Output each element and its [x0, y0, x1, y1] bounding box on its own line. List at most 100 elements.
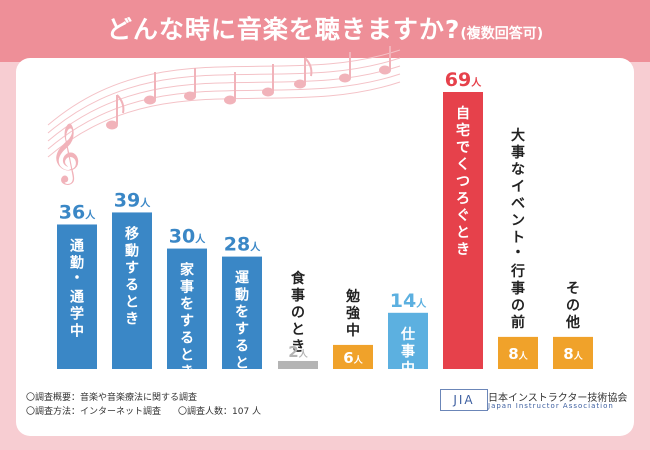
org-name-ja: 日本インストラクター技術協会 [488, 393, 628, 404]
bar-label-4: 運 [235, 271, 250, 287]
value-unit-1: 人 [85, 208, 96, 221]
bar-label-7: 仕 [400, 326, 415, 343]
bar-label-9: な [511, 162, 525, 178]
bar-9 [498, 336, 538, 369]
survey-overview-note: 〇調査概要：音楽や音楽療法に関する調査 [26, 393, 198, 403]
bar-label-9: 前 [511, 314, 525, 331]
value-unit-7: 人 [416, 297, 427, 310]
bar-label-4: る [235, 339, 249, 355]
value-unit-10: 人 [573, 350, 584, 362]
bar-label-9: ベ [511, 196, 525, 212]
bar-label-2: 動 [125, 242, 139, 259]
value-unit-5: 人 [298, 348, 309, 360]
value-unit-4: 人 [250, 241, 261, 254]
value-unit-2: 人 [140, 196, 151, 209]
bar-3 [167, 248, 207, 369]
jia-logo: JIA [440, 389, 488, 411]
bar-label-4: き [235, 373, 249, 389]
bar-label-3: を [180, 297, 194, 313]
bar-label-9: の [511, 298, 525, 314]
bar-label-2: き [125, 311, 139, 327]
bar-label-1: 学 [70, 305, 84, 322]
bar-2 [112, 212, 152, 369]
bar-label-2: る [125, 277, 139, 293]
bar-label-9: ・ [511, 245, 525, 261]
bar-1 [57, 224, 97, 369]
bar-label-8: で [456, 140, 470, 156]
page-title: どんな時に音楽を聴きますか?(複数回答可) [0, 10, 650, 46]
bar-label-10: の [566, 298, 580, 314]
bar-label-9: 大 [511, 127, 525, 144]
value-label-7: 14人 [390, 290, 427, 312]
bar-label-1: 中 [70, 322, 84, 339]
bar-label-2: 移 [125, 225, 139, 242]
value-label-2: 39人 [114, 189, 151, 211]
bar-label-3: き [180, 365, 194, 381]
bar-label-10: そ [566, 281, 580, 297]
bar-label-9: 事 [511, 144, 525, 161]
bar-label-8: ろ [456, 191, 470, 207]
bar-label-8: ぐ [456, 208, 470, 224]
bar-label-9: ト [511, 230, 525, 246]
respondents-note: 〇調査人数：107 人 [178, 407, 262, 417]
header-banner: どんな時に音楽を聴きますか?(複数回答可) [0, 0, 650, 62]
bar-label-1: 勤 [70, 254, 84, 271]
org-name-en: Japan Instructor Association [488, 402, 614, 410]
bar-label-7: 中 [401, 360, 415, 377]
bar-label-6: 中 [346, 322, 360, 339]
value-unit-8: 人 [471, 76, 482, 89]
bar-label-4: 動 [235, 287, 249, 304]
music-staff-decoration: 𝄞 [47, 46, 401, 185]
bar-label-4: と [235, 356, 249, 372]
value-label-1: 36人 [59, 201, 96, 223]
bar-label-9: ン [511, 213, 525, 229]
bar-label-7: 事 [401, 343, 415, 360]
bar-label-2: と [125, 294, 139, 310]
bar-label-8: と [456, 225, 470, 241]
bar-label-6: 強 [346, 305, 360, 322]
bar-label-9: イ [511, 179, 525, 195]
bar-label-8: き [456, 242, 470, 258]
bar-label-6: 勉 [345, 288, 360, 305]
title-subtext: (複数回答可) [460, 26, 544, 42]
bar-label-3: と [180, 348, 194, 364]
bar-label-8: 自 [456, 105, 470, 122]
bar-label-1: 通 [70, 289, 84, 305]
bar-label-5: 事 [291, 287, 305, 304]
bar-label-3: 家 [180, 262, 195, 279]
bar-label-5: の [291, 305, 305, 321]
bars-layer: 通勤・通学中36人移動するとき39人家事をするとき30人運動をするとき28人食事… [57, 69, 593, 389]
survey-method-note: 〇調査方法：インターネット調査 [26, 407, 162, 417]
bar-label-3: 事 [180, 279, 194, 296]
bar-10 [553, 336, 593, 369]
bar-label-5: 食 [291, 270, 306, 287]
treble-clef-icon: 𝄞 [50, 123, 81, 185]
bar-label-3: る [180, 331, 194, 347]
value-label-4: 28人 [224, 234, 261, 256]
bar-8 [443, 92, 483, 369]
bar-label-10: 他 [565, 314, 580, 331]
bar-label-8: く [456, 157, 470, 173]
title-text: どんな時に音楽を聴きますか? [106, 15, 461, 44]
bar-5 [278, 360, 318, 369]
bar-7 [388, 312, 428, 369]
bar-label-8: 宅 [456, 122, 470, 139]
bar-6 [333, 344, 373, 369]
bar-label-1: ・ [70, 270, 84, 286]
value-unit-6: 人 [353, 354, 364, 366]
bar-label-9: 行 [510, 263, 525, 280]
bar-label-4: を [235, 305, 249, 321]
bar-label-5: と [291, 322, 305, 338]
bar-label-9: 事 [511, 280, 525, 297]
bar-label-3: す [180, 314, 194, 330]
bar-label-1: 通 [70, 238, 84, 254]
bar-4 [222, 256, 262, 369]
bar-label-4: す [235, 322, 249, 338]
value-label-5: 2人 [288, 343, 308, 361]
value-label-3: 30人 [169, 226, 206, 248]
value-unit-9: 人 [518, 350, 529, 362]
value-label-8: 69人 [445, 69, 482, 91]
bar-label-2: す [125, 260, 139, 276]
